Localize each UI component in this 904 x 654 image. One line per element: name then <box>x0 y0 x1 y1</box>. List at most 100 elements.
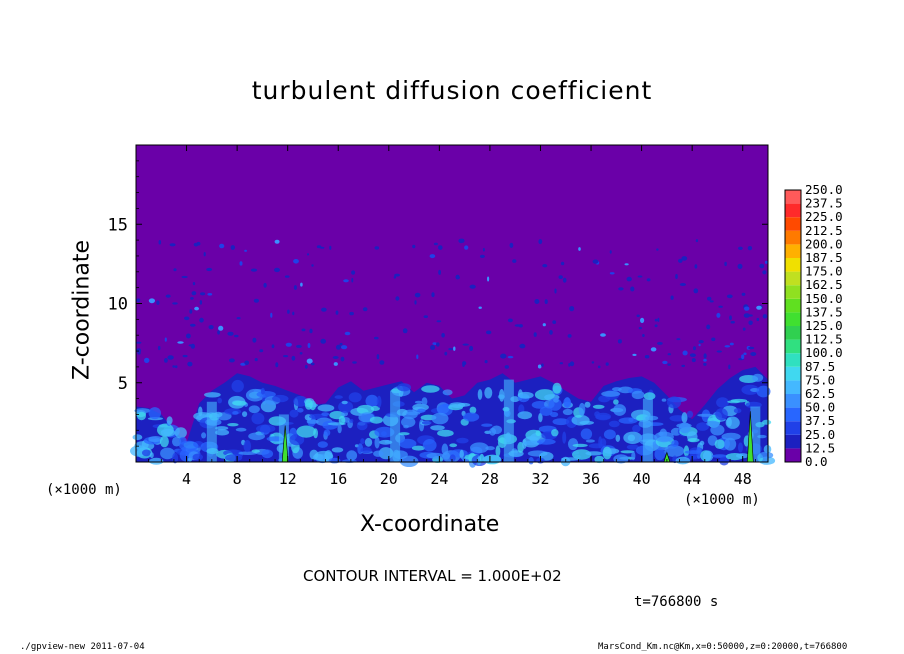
scattered-patch <box>190 343 195 349</box>
layer-texture-blob <box>552 418 570 426</box>
layer-texture-blob <box>470 442 489 454</box>
layer-texture-blob <box>215 429 230 436</box>
scattered-patch <box>724 345 731 348</box>
layer-texture-blob <box>702 450 714 462</box>
scattered-patch <box>737 263 743 269</box>
scattered-patch <box>549 330 553 335</box>
layer-texture-blob <box>696 422 709 431</box>
scattered-patch <box>479 254 485 258</box>
x-tick-label: 8 <box>233 470 242 488</box>
colorbar-label: 37.5 <box>805 413 835 428</box>
scattered-patch <box>164 337 167 342</box>
x-unit-label-right: (×1000 m) <box>684 492 760 508</box>
scattered-patch <box>486 330 492 335</box>
layer-texture-blob <box>643 392 656 400</box>
layer-texture-blob <box>459 449 464 459</box>
scattered-patch <box>730 320 735 324</box>
scattered-patch <box>352 361 357 364</box>
scattered-patch <box>304 364 308 369</box>
colorbar-label: 12.5 <box>805 440 835 455</box>
layer-texture-blob <box>369 416 383 424</box>
layer-texture-blob <box>736 453 749 459</box>
y-tick-label: 10 <box>108 295 128 315</box>
scattered-patch <box>172 302 178 305</box>
scattered-patch <box>636 314 640 318</box>
scattered-patch <box>287 309 290 314</box>
scattered-patch <box>244 360 250 366</box>
scattered-patch <box>617 339 622 344</box>
scattered-patch <box>743 313 750 318</box>
scattered-patch <box>744 306 750 311</box>
scattered-patch <box>738 246 743 250</box>
layer-texture-blob <box>631 451 636 461</box>
scattered-patch <box>456 276 460 279</box>
layer-texture-blob <box>710 424 725 436</box>
scattered-patch <box>336 344 341 350</box>
layer-texture-blob <box>317 441 328 448</box>
scattered-patch <box>558 275 563 279</box>
layer-texture-blob <box>346 450 358 461</box>
scattered-patch <box>679 283 687 286</box>
layer-texture-blob <box>449 402 466 408</box>
scattered-patch <box>335 310 339 315</box>
scattered-patch <box>600 333 606 337</box>
scattered-patch <box>544 299 548 304</box>
scattered-patch <box>193 242 199 247</box>
layer-texture-blob <box>697 413 715 417</box>
colorbar-label: 112.5 <box>805 332 843 347</box>
layer-texture-blob <box>721 432 741 441</box>
layer-texture-blob <box>580 428 593 440</box>
layer-texture-blob <box>374 436 380 449</box>
scattered-patch <box>676 338 681 341</box>
scattered-patch <box>181 275 188 279</box>
scattered-patch <box>395 296 400 301</box>
colorbar-label: 200.0 <box>805 236 843 251</box>
layer-texture-blob <box>517 411 533 420</box>
scattered-patch <box>640 317 645 323</box>
colorbar-segment <box>785 230 801 245</box>
layer-texture-blob <box>251 412 265 425</box>
colorbar-label: 175.0 <box>805 264 843 279</box>
layer-texture-blob <box>149 452 154 459</box>
layer-texture-blob <box>132 434 143 441</box>
layer-texture-blob <box>360 447 372 454</box>
layer-texture-blob <box>224 454 243 462</box>
scattered-patch <box>208 325 214 330</box>
scattered-patch <box>283 355 289 358</box>
scattered-patch <box>568 363 571 367</box>
scattered-patch <box>504 365 509 369</box>
layer-texture-blob <box>338 415 346 425</box>
colorbar-label: 162.5 <box>805 277 843 292</box>
scattered-patch <box>518 324 523 328</box>
scattered-patch <box>184 316 190 321</box>
scattered-patch <box>729 315 732 321</box>
layer-texture-blob <box>159 435 169 448</box>
layer-texture-blob <box>304 399 313 410</box>
scattered-patch <box>657 341 663 345</box>
scattered-patch <box>218 325 224 331</box>
layer-texture-blob <box>675 456 690 465</box>
scattered-patch <box>172 365 175 368</box>
layer-texture-blob <box>201 432 207 439</box>
scattered-patch <box>567 334 572 338</box>
scattered-patch <box>169 243 176 247</box>
colorbar-label: 62.5 <box>805 386 835 401</box>
layer-texture-blob <box>137 411 146 421</box>
layer-texture-blob <box>463 412 480 422</box>
colorbar-segment <box>785 271 801 286</box>
layer-texture-blob <box>422 439 437 452</box>
colorbar-label: 137.5 <box>805 304 843 319</box>
colorbar-label: 150.0 <box>805 291 843 306</box>
scattered-patch <box>509 242 514 248</box>
scattered-patch <box>453 346 456 351</box>
scattered-patch <box>349 311 354 316</box>
layer-texture-blob <box>134 408 151 414</box>
scattered-patch <box>462 343 469 346</box>
scattered-patch <box>275 362 279 368</box>
scattered-patch <box>293 285 297 290</box>
scattered-patch <box>695 239 699 243</box>
scattered-patch <box>729 342 734 346</box>
layer-texture-blob <box>716 397 729 408</box>
